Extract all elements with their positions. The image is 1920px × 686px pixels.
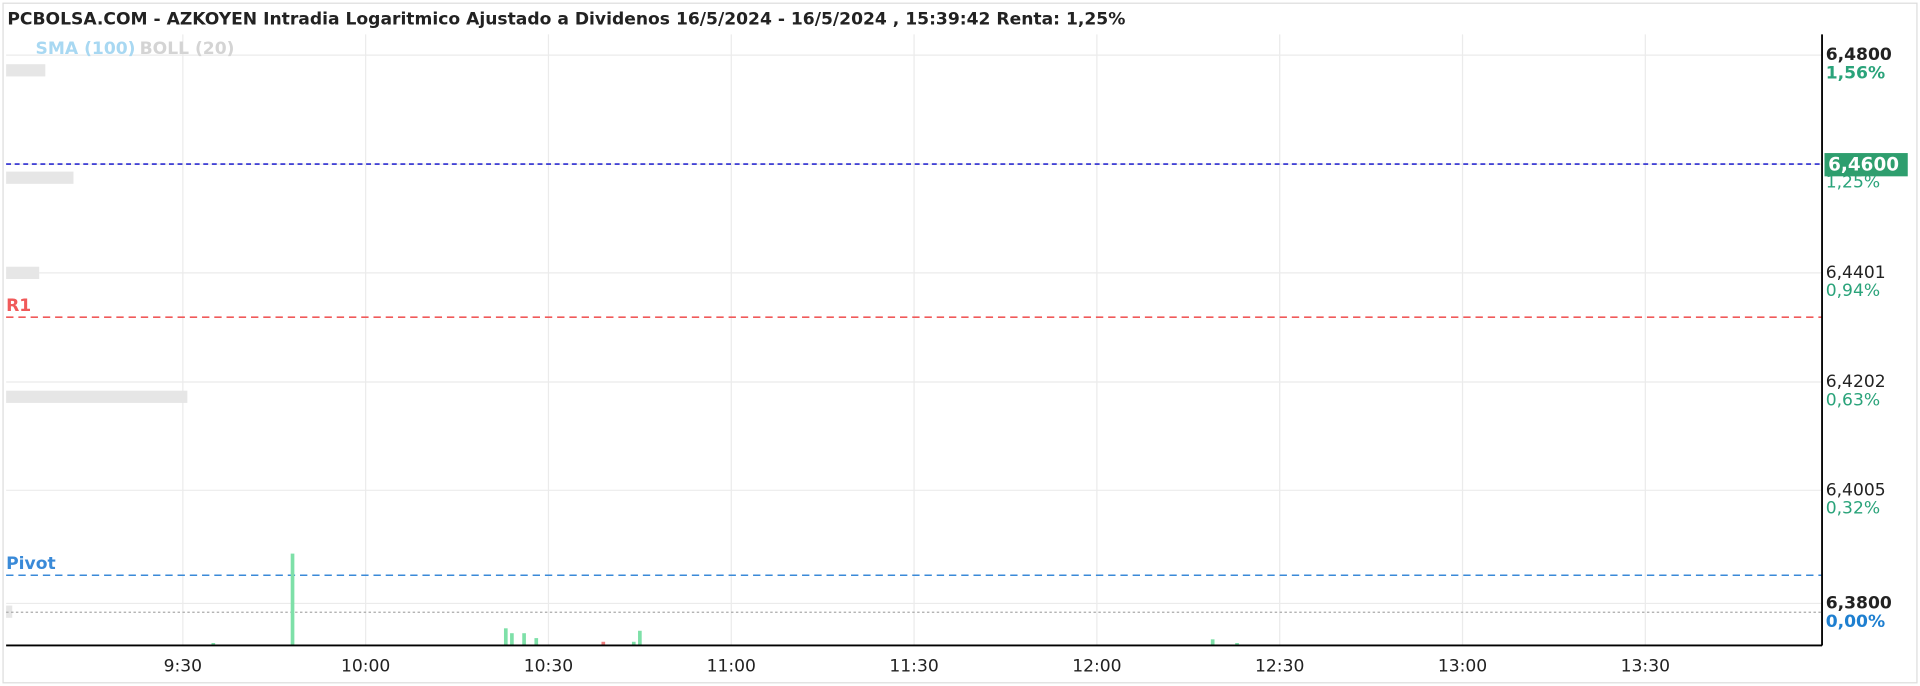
volume-profile-bar [6, 64, 46, 77]
x-tick-label: 9:30 [164, 656, 202, 676]
volume-bar [1210, 639, 1215, 646]
volume-profile-bar [6, 266, 40, 279]
y-tick-label: 6,4202 [1826, 372, 1886, 392]
volume-bar [510, 633, 514, 646]
volume-profile-bar [6, 171, 74, 184]
current-price-box [1824, 153, 1908, 177]
y-tick-label: 6,4401 [1826, 263, 1886, 283]
volume-bar [290, 553, 295, 646]
y-pct-label: 0,94% [1826, 281, 1880, 301]
legend-entry: BOLL (20) [140, 39, 235, 59]
volume-bar [638, 630, 642, 646]
x-tick-label: 10:00 [341, 656, 390, 676]
reference-label: Pivot [6, 554, 56, 574]
y-tick-label: 6,4800 [1826, 45, 1892, 65]
legend-entry: SMA (100) [36, 39, 136, 59]
y-pct-label: 1,56% [1826, 63, 1885, 83]
volume-bar [631, 641, 636, 646]
volume-bar [211, 643, 216, 646]
y-tick-label: 6,3800 [1826, 593, 1892, 613]
x-tick-label: 11:00 [707, 656, 756, 676]
volume-bar [601, 641, 606, 646]
volume-profile-bar [6, 605, 13, 618]
chart-title: PCBOLSA.COM - AZKOYEN Intradia Logaritmi… [7, 10, 1125, 30]
y-tick-label: 6,4005 [1826, 480, 1886, 500]
y-pct-label: 0,32% [1826, 499, 1880, 519]
x-tick-label: 12:30 [1255, 656, 1304, 676]
reference-label: R1 [6, 296, 31, 316]
volume-bar [503, 628, 508, 646]
x-tick-label: 12:00 [1072, 656, 1121, 676]
y-pct-label: 0,63% [1826, 390, 1880, 410]
x-tick-label: 11:30 [889, 656, 938, 676]
x-tick-label: 10:30 [524, 656, 573, 676]
x-tick-label: 13:00 [1438, 656, 1487, 676]
current-price-label: 6,4600 [1828, 154, 1899, 175]
volume-bar [522, 633, 526, 646]
volume-bar [1235, 643, 1239, 646]
x-tick-label: 13:30 [1621, 656, 1670, 676]
y-pct-label: 0,00% [1826, 612, 1885, 632]
volume-bar [534, 638, 539, 646]
y-pct-label: 1,25% [1826, 172, 1880, 192]
volume-profile-bar [6, 390, 188, 403]
